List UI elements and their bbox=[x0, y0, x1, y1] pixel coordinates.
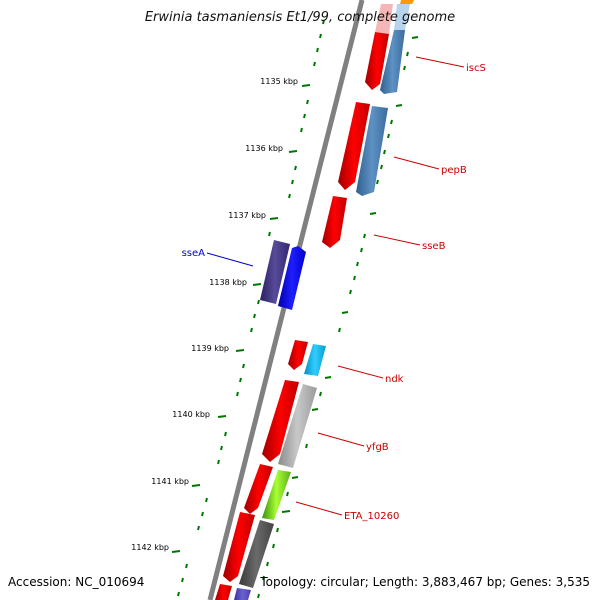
gene-label-sseB[interactable]: sseB bbox=[422, 241, 446, 252]
outer-tick-track bbox=[171, 19, 325, 597]
gene-feature-darkgray[interactable] bbox=[239, 520, 274, 588]
gene-feature-red-bottom[interactable] bbox=[223, 512, 255, 582]
inner-tick-track bbox=[257, 36, 419, 599]
tick-label-1135: 1135 kbp bbox=[260, 77, 298, 86]
leader-sseA bbox=[206, 252, 254, 267]
genome-summary-text: Topology: circular; Length: 3,883,467 bp… bbox=[260, 575, 590, 589]
gene-feature-lightblue-top[interactable] bbox=[394, 4, 410, 30]
gene-feature-red-edge[interactable] bbox=[215, 584, 232, 600]
gene-feature-blue[interactable] bbox=[278, 246, 306, 310]
tick-label-1138: 1138 kbp bbox=[209, 278, 247, 287]
gene-feature-pink-top[interactable] bbox=[375, 4, 393, 34]
gene-feature-red-ndk[interactable] bbox=[288, 340, 308, 370]
leader-yfgB bbox=[317, 432, 365, 447]
leader-iscS bbox=[415, 56, 465, 68]
leader-ETA_10260 bbox=[295, 501, 343, 516]
gene-label-ETA_10260[interactable]: ETA_10260 bbox=[344, 511, 399, 522]
leader-pepB bbox=[393, 156, 440, 170]
gene-pepB-feature[interactable] bbox=[338, 102, 370, 190]
gene-sseA-feature[interactable] bbox=[260, 240, 290, 304]
tick-label-1141: 1141 kbp bbox=[151, 477, 189, 486]
gene-label-ndk[interactable]: ndk bbox=[385, 374, 404, 385]
gene-feature-steelblue-2[interactable] bbox=[356, 106, 388, 196]
gene-feature-red-yfgB[interactable] bbox=[262, 380, 299, 462]
gene-label-pepB[interactable]: pepB bbox=[441, 165, 467, 176]
gene-iscS-feature[interactable] bbox=[365, 32, 389, 90]
gene-ETA_10260-feature[interactable] bbox=[262, 470, 291, 520]
gene-label-sseA[interactable]: sseA bbox=[182, 248, 206, 259]
gene-feature-red-eta[interactable] bbox=[244, 464, 273, 514]
tick-label-1140: 1140 kbp bbox=[172, 410, 210, 419]
tick-label-1136: 1136 kbp bbox=[245, 144, 283, 153]
gene-feature-violet-edge[interactable] bbox=[234, 588, 251, 600]
gene-feature-orange-top[interactable] bbox=[400, 0, 414, 4]
leader-ndk bbox=[337, 365, 384, 379]
gene-ndk-feature[interactable] bbox=[304, 344, 326, 376]
tick-label-1139: 1139 kbp bbox=[191, 344, 229, 353]
tick-label-1137: 1137 kbp bbox=[228, 211, 266, 220]
gene-sseB-feature[interactable] bbox=[322, 196, 347, 248]
map-title: Erwinia tasmaniensis Et1/99, complete ge… bbox=[144, 10, 456, 25]
gene-label-iscS[interactable]: iscS bbox=[466, 63, 486, 74]
leader-sseB bbox=[373, 234, 421, 246]
gene-feature-steelblue-1[interactable] bbox=[380, 30, 405, 94]
gene-label-yfgB[interactable]: yfgB bbox=[366, 442, 389, 453]
accession-text: Accession: NC_010694 bbox=[8, 575, 145, 589]
genome-backbone bbox=[207, 0, 365, 600]
tick-label-1142: 1142 kbp bbox=[131, 543, 169, 552]
gene-yfgB-feature[interactable] bbox=[278, 384, 317, 468]
